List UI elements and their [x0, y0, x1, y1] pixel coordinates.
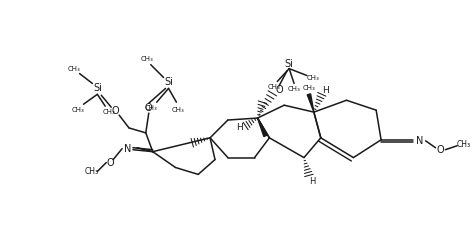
Text: O: O [111, 106, 119, 116]
Text: Si: Si [285, 59, 293, 69]
Text: O: O [437, 145, 444, 155]
Text: Si: Si [164, 77, 173, 87]
Text: CH₃: CH₃ [307, 74, 319, 81]
Text: CH₃: CH₃ [71, 107, 84, 113]
Text: H: H [322, 86, 329, 95]
Text: N: N [124, 144, 132, 154]
Text: H: H [237, 123, 243, 133]
Text: CH₃: CH₃ [457, 140, 471, 149]
Text: N: N [416, 136, 423, 146]
Text: CH₃: CH₃ [268, 84, 281, 90]
Text: CH₃: CH₃ [172, 107, 185, 113]
Polygon shape [307, 94, 314, 112]
Text: CH₃: CH₃ [145, 105, 157, 111]
Text: O: O [275, 85, 283, 95]
Text: CH₃: CH₃ [103, 109, 116, 115]
Text: CH₃: CH₃ [67, 66, 80, 72]
Text: CH₃: CH₃ [302, 86, 315, 91]
Text: H: H [309, 177, 315, 186]
Text: CH₃: CH₃ [84, 167, 99, 176]
Polygon shape [257, 118, 267, 136]
Text: CH₃: CH₃ [140, 56, 153, 62]
Text: Si: Si [93, 83, 102, 93]
Text: CH₃: CH₃ [288, 86, 301, 92]
Text: O: O [145, 103, 153, 113]
Text: O: O [106, 158, 114, 168]
